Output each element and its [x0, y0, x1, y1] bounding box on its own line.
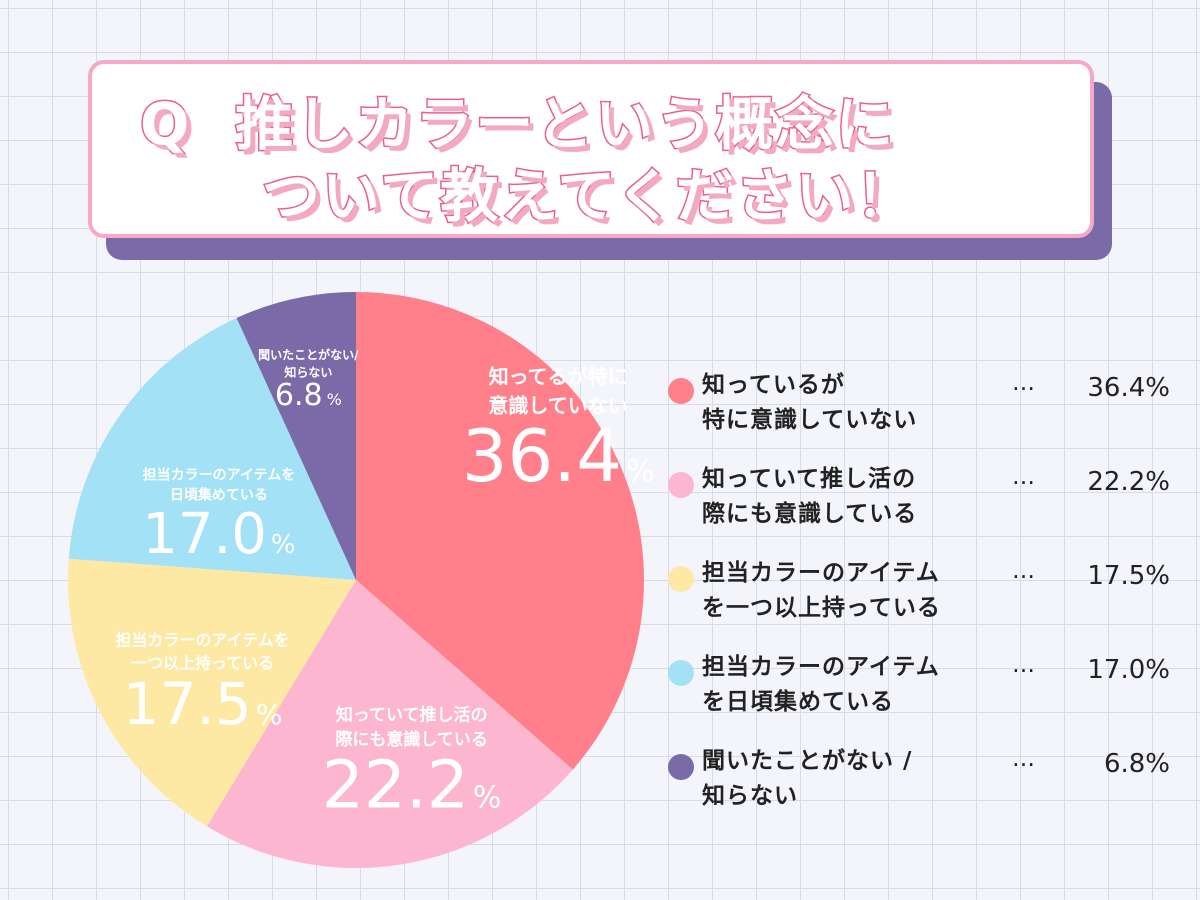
- slice-category-text: 知っていて推し活の: [335, 704, 488, 725]
- legend-leader-dots: …: [1012, 464, 1035, 490]
- legend-swatch: [668, 754, 694, 780]
- slice-category-text: 担当カラーのアイテムを: [115, 631, 289, 650]
- legend-label: 知っていて推し活の 際にも意識している: [702, 466, 918, 527]
- legend-label: 知っているが 特に意識していない: [702, 372, 918, 433]
- slice-category-text: 知らない: [283, 364, 332, 379]
- legend-item-unknown: 聞いたことがない / 知らない … 6.8%: [660, 744, 1180, 838]
- legend-value: 17.5%: [1087, 561, 1170, 591]
- legend-swatch: [668, 566, 694, 592]
- pie-slice-known-conscious: [206, 580, 573, 868]
- legend-value: 22.2%: [1087, 467, 1170, 497]
- question-title: Q 推しカラーという概念に ついて教えてください！: [138, 88, 916, 232]
- title-line-2: ついて教えてください！: [261, 161, 916, 232]
- legend-leader-dots: …: [1012, 370, 1035, 396]
- legend-leader-dots: …: [1012, 652, 1035, 678]
- legend-leader-dots: …: [1012, 558, 1035, 584]
- pie-slice-known-not-conscious: [356, 292, 644, 770]
- pie-slice-collect-items: [68, 317, 357, 580]
- legend-label: 担当カラーのアイテム を日頃集めている: [702, 654, 940, 715]
- legend-item-known-conscious: 知っていて推し活の 際にも意識している … 22.2%: [660, 462, 1180, 556]
- title-line-1: 推しカラーという概念に: [234, 89, 896, 160]
- legend-item-known-not-conscious: 知っているが 特に意識していない … 36.4%: [660, 368, 1180, 462]
- legend-swatch: [668, 472, 694, 498]
- legend-value: 36.4%: [1087, 373, 1170, 403]
- slice-category-text: 一つ以上持っている: [131, 654, 274, 673]
- slice-value-text: 36.4%: [462, 414, 655, 498]
- legend-label: 担当カラーのアイテム を一つ以上持っている: [702, 560, 941, 621]
- legend-item-collect-items: 担当カラーのアイテム を日頃集めている … 17.0%: [660, 650, 1180, 744]
- slice-category-text: 意識していない: [488, 394, 627, 418]
- legend-value: 17.0%: [1087, 655, 1170, 685]
- legend-swatch: [668, 378, 694, 404]
- slice-category-text: 聞いたことがない/: [258, 347, 359, 362]
- slice-category-text: 知ってるが特に: [489, 365, 628, 389]
- legend-label: 聞いたことがない / 知らない: [702, 748, 913, 809]
- legend-value: 6.8%: [1103, 749, 1170, 779]
- title-card: [88, 60, 1094, 238]
- slice-category-text: 担当カラーのアイテムを: [143, 466, 296, 483]
- slice-category-text: 日頃集めている: [170, 487, 268, 504]
- pie-slice-unknown: [236, 292, 356, 580]
- slice-category-text: 際にも意識している: [335, 729, 488, 750]
- legend: 知っているが 特に意識していない … 36.4% 知っていて推し活の 際にも意識…: [660, 368, 1180, 838]
- legend-leader-dots: …: [1012, 746, 1035, 772]
- question-marker: Q: [138, 89, 192, 160]
- legend-swatch: [668, 660, 694, 686]
- legend-item-own-item: 担当カラーのアイテム を一つ以上持っている … 17.5%: [660, 556, 1180, 650]
- pie-slice-own-item: [68, 558, 357, 827]
